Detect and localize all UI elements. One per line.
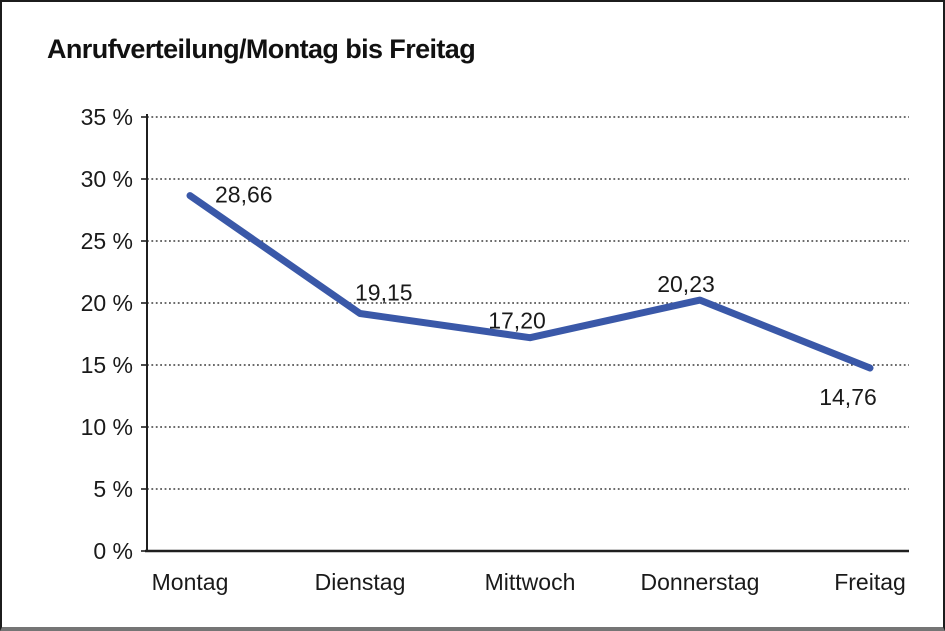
y-tick-label: 20 % bbox=[81, 290, 133, 316]
x-tick-label: Montag bbox=[152, 569, 229, 595]
data-series-line bbox=[186, 192, 874, 372]
y-tick-label: 15 % bbox=[81, 352, 133, 378]
y-tick-label: 30 % bbox=[81, 166, 133, 192]
x-tick-label: Mittwoch bbox=[485, 569, 576, 595]
x-tick-label: Freitag bbox=[834, 569, 906, 595]
y-tick-label: 35 % bbox=[81, 104, 133, 130]
y-tick-label: 25 % bbox=[81, 228, 133, 254]
data-point-label: 17,20 bbox=[488, 308, 546, 334]
y-tick-label: 10 % bbox=[81, 414, 133, 440]
x-tick-label: Donnerstag bbox=[641, 569, 760, 595]
data-point-label: 28,66 bbox=[215, 182, 273, 208]
data-point-label: 20,23 bbox=[657, 271, 715, 297]
data-point-label: 19,15 bbox=[355, 280, 413, 306]
y-tick-label: 0 % bbox=[93, 538, 133, 564]
data-point-label: 14,76 bbox=[819, 384, 877, 410]
y-tick-label: 5 % bbox=[93, 476, 133, 502]
chart-title: Anrufverteilung/Montag bis Freitag bbox=[47, 34, 476, 64]
x-tick-label: Dienstag bbox=[315, 569, 406, 595]
